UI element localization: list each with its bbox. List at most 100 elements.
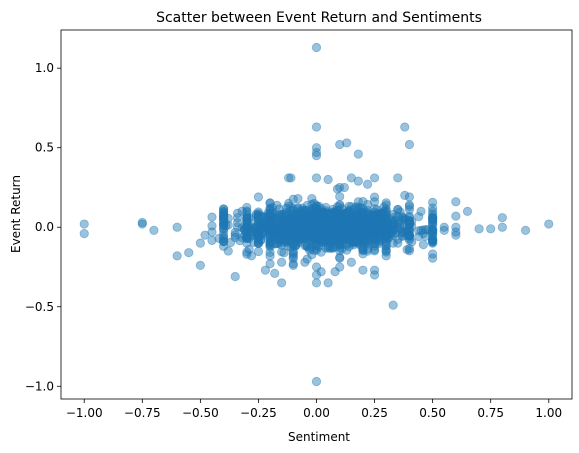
scatter-point <box>302 218 312 228</box>
scatter-point <box>369 227 380 237</box>
scatter-point <box>369 234 380 244</box>
scatter-point <box>309 224 319 235</box>
scatter-point <box>272 233 282 243</box>
scatter-point <box>288 217 298 227</box>
scatter-point <box>353 176 363 186</box>
scatter-point <box>307 207 317 217</box>
scatter-point <box>323 230 333 241</box>
scatter-point <box>314 218 324 228</box>
scatter-point <box>267 225 277 235</box>
scatter-point <box>360 225 370 235</box>
scatter-point <box>335 225 345 235</box>
scatter-point <box>309 211 319 221</box>
scatter-point <box>330 237 340 247</box>
scatter-point <box>293 210 303 220</box>
scatter-point <box>330 215 340 226</box>
scatter-point <box>367 222 377 232</box>
scatter-point <box>290 233 301 243</box>
scatter-point <box>304 220 315 231</box>
scatter-point <box>337 231 347 241</box>
scatter-point <box>339 228 349 238</box>
scatter-point <box>286 215 296 225</box>
scatter-point <box>328 221 338 231</box>
scatter-point <box>332 221 342 231</box>
scatter-point <box>383 222 394 232</box>
scatter-point <box>349 235 359 245</box>
scatter-point <box>349 212 359 222</box>
scatter-point <box>353 214 363 224</box>
scatter-point <box>316 210 326 220</box>
scatter-point <box>369 211 380 221</box>
scatter-point <box>293 215 303 225</box>
scatter-point <box>309 230 319 240</box>
scatter-point <box>265 217 275 227</box>
scatter-point <box>311 204 322 214</box>
scatter-point <box>332 216 342 226</box>
scatter-point <box>297 234 308 244</box>
scatter-point <box>337 220 347 230</box>
scatter-point <box>383 223 394 233</box>
scatter-point <box>323 232 333 242</box>
scatter-point <box>407 216 417 226</box>
scatter-point <box>335 253 345 263</box>
scatter-point <box>284 224 294 234</box>
scatter-point <box>393 238 403 248</box>
scatter-point <box>318 229 329 239</box>
scatter-point <box>330 220 340 230</box>
scatter-point <box>281 235 291 245</box>
scatter-point <box>404 218 415 229</box>
scatter-point <box>307 206 317 216</box>
scatter-point <box>369 224 380 234</box>
scatter-point <box>295 226 305 236</box>
scatter-point <box>337 213 347 223</box>
scatter-point <box>330 236 340 246</box>
scatter-point <box>365 222 375 232</box>
scatter-point <box>337 210 347 220</box>
scatter-point <box>321 234 331 244</box>
scatter-point <box>293 217 303 227</box>
scatter-point <box>230 271 240 282</box>
scatter-point <box>328 225 338 235</box>
scatter-point <box>304 209 315 219</box>
scatter-point <box>302 219 312 229</box>
scatter-point <box>358 203 368 214</box>
scatter-point <box>353 233 363 243</box>
scatter-point <box>372 216 382 227</box>
scatter-point <box>342 219 352 229</box>
scatter-point <box>383 222 394 232</box>
scatter-point <box>321 232 331 242</box>
scatter-point <box>323 227 333 237</box>
scatter-point <box>316 219 326 229</box>
scatter-point <box>321 208 331 218</box>
scatter-point <box>288 225 298 235</box>
scatter-point <box>265 215 275 225</box>
scatter-point <box>339 230 349 240</box>
scatter-point <box>402 245 412 255</box>
scatter-point <box>297 226 308 236</box>
scatter-point <box>274 213 284 223</box>
scatter-point <box>316 221 326 231</box>
scatter-point <box>358 231 368 241</box>
scatter-point <box>393 173 403 183</box>
scatter-point <box>358 220 368 231</box>
scatter-point <box>302 216 312 226</box>
scatter-point <box>335 191 345 202</box>
scatter-point <box>330 230 340 240</box>
scatter-point <box>418 240 428 250</box>
scatter-point <box>342 232 352 242</box>
scatter-point <box>300 205 310 215</box>
scatter-point <box>277 257 287 267</box>
scatter-point <box>297 220 308 230</box>
scatter-point <box>369 221 380 232</box>
y-tick-label: 0.5 <box>35 141 54 155</box>
scatter-point <box>297 225 308 235</box>
scatter-point <box>270 229 280 239</box>
scatter-point <box>356 228 366 238</box>
scatter-point <box>346 202 356 212</box>
scatter-point <box>358 221 368 231</box>
scatter-point <box>304 215 315 226</box>
scatter-points <box>79 42 554 387</box>
scatter-point <box>314 218 324 228</box>
scatter-point <box>300 216 310 226</box>
scatter-point <box>339 182 349 193</box>
